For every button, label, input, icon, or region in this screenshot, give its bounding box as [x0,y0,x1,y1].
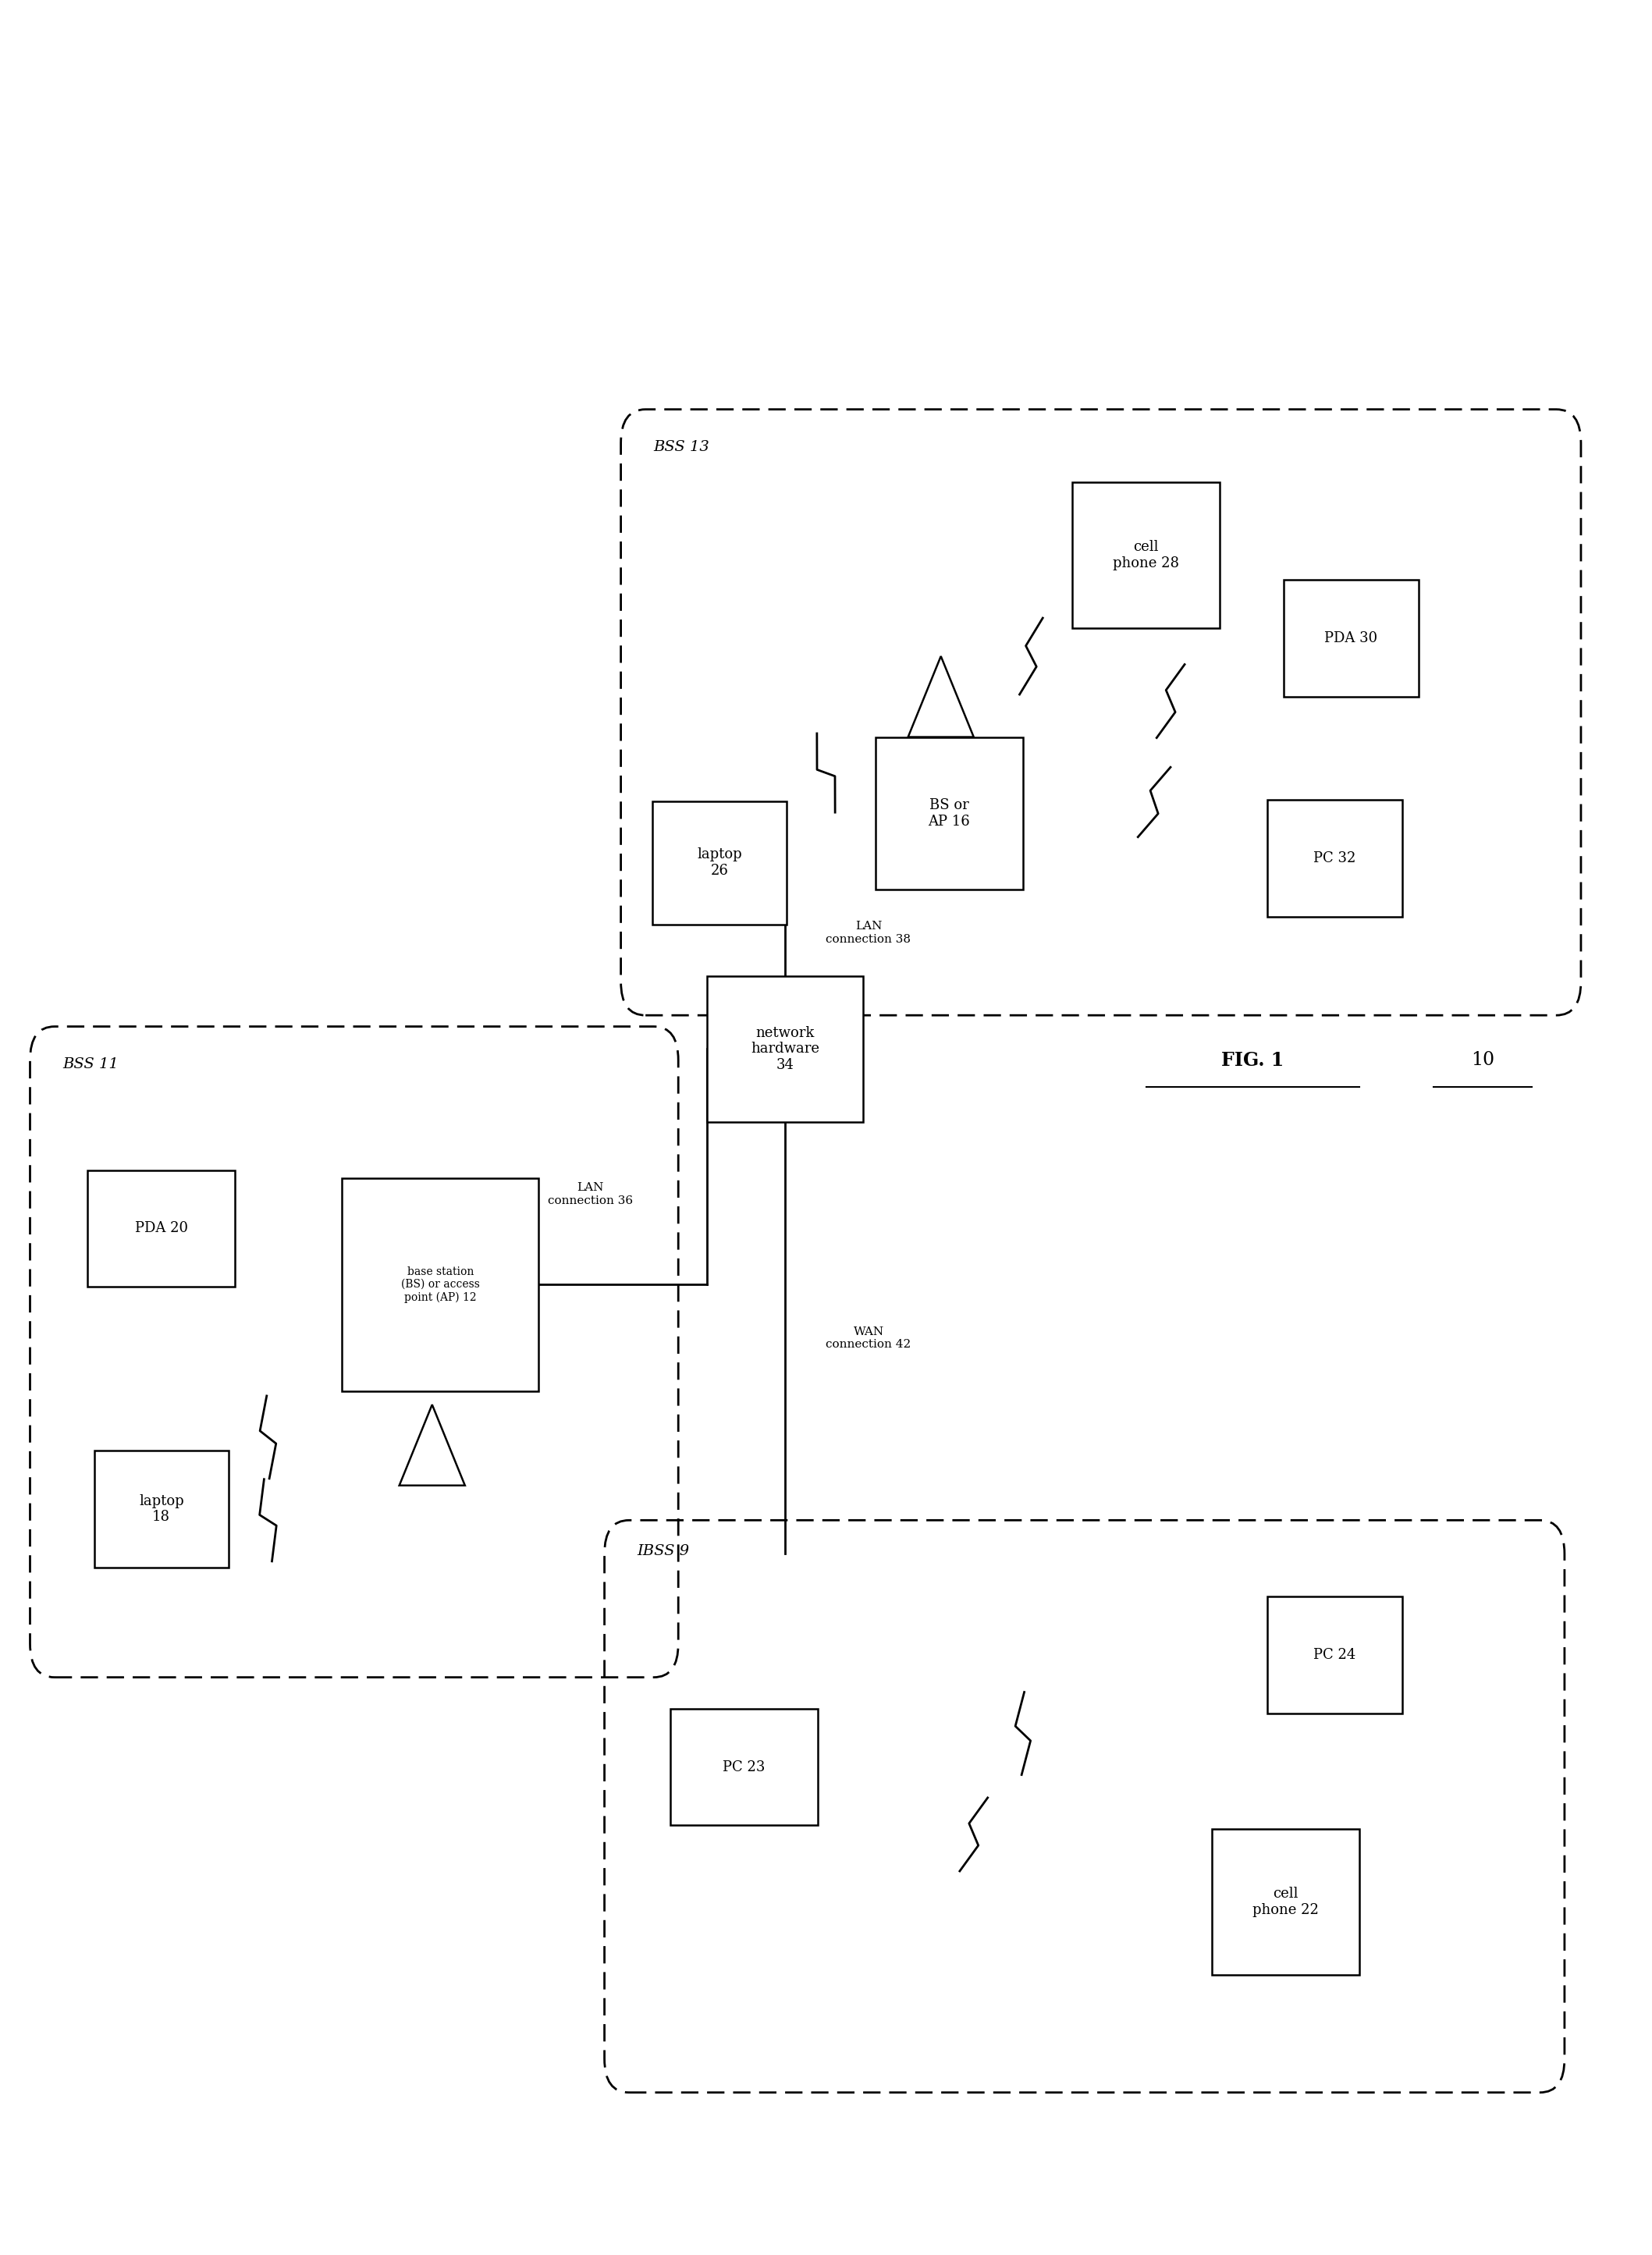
Text: PC 32: PC 32 [1313,850,1356,866]
Bar [671,1709,818,1827]
Bar [1284,580,1419,697]
Bar [94,1450,228,1567]
Text: laptop
18: laptop 18 [139,1493,183,1524]
Text: cell
phone 28: cell phone 28 [1113,541,1180,571]
Text: PC 23: PC 23 [722,1761,765,1775]
Bar [653,801,786,925]
Text: PC 24: PC 24 [1313,1648,1356,1662]
Text: network
hardware
34: network hardware 34 [750,1026,819,1071]
Bar [1267,1597,1403,1714]
Text: BS or
AP 16: BS or AP 16 [928,798,970,828]
Bar [1267,801,1403,916]
Bar [707,976,862,1123]
Text: BSS 11: BSS 11 [63,1058,119,1071]
Bar [1072,483,1219,629]
Text: cell
phone 22: cell phone 22 [1252,1887,1318,1917]
Bar [876,737,1023,891]
Text: FIG. 1: FIG. 1 [1221,1051,1284,1069]
Text: 10: 10 [1470,1051,1493,1069]
Bar [342,1177,539,1391]
Bar [88,1170,235,1288]
Text: BSS 13: BSS 13 [654,440,710,453]
Text: WAN
connection 42: WAN connection 42 [826,1326,912,1351]
Text: PDA 20: PDA 20 [135,1222,188,1236]
Text: laptop
26: laptop 26 [697,848,742,877]
Text: PDA 30: PDA 30 [1325,631,1378,645]
Text: LAN
connection 36: LAN connection 36 [547,1182,633,1206]
Text: LAN
connection 38: LAN connection 38 [826,920,910,945]
Text: IBSS 9: IBSS 9 [638,1545,689,1558]
Bar [1211,1829,1360,1975]
Text: base station
(BS) or access
point (AP) 12: base station (BS) or access point (AP) 1… [401,1267,479,1303]
